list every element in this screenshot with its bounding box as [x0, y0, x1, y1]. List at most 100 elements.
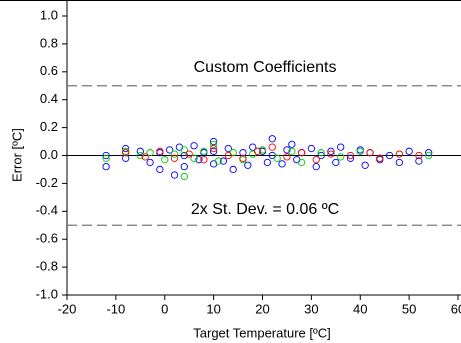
point [195, 156, 203, 164]
point [288, 140, 296, 148]
x-tick-label: -10 [106, 301, 125, 316]
point [122, 149, 130, 157]
point [337, 143, 345, 151]
point [327, 150, 335, 158]
point [136, 147, 144, 155]
point [346, 154, 355, 162]
y-tick-label: -0.2 [36, 175, 58, 190]
point [180, 163, 188, 171]
x-tick-label: 20 [255, 301, 269, 316]
annotation: Custom Coefficients [194, 59, 337, 76]
point [146, 149, 154, 157]
point [224, 151, 232, 160]
point [209, 160, 218, 168]
point [102, 163, 110, 171]
point [283, 146, 291, 154]
point [229, 165, 237, 174]
y-tick-label: 0.8 [40, 35, 58, 50]
point [356, 147, 364, 155]
point [209, 140, 218, 148]
y-tick-label: 0.6 [40, 63, 58, 78]
point [200, 147, 208, 155]
point [165, 146, 174, 154]
x-tick-label: 10 [206, 301, 220, 316]
x-tick-label: -20 [58, 301, 77, 316]
point [415, 151, 423, 160]
point [224, 144, 232, 153]
point [161, 156, 169, 164]
y-tick-label: -0.4 [36, 203, 58, 218]
point [273, 154, 281, 162]
point [278, 160, 286, 168]
y-tick-label: 0.0 [40, 147, 58, 162]
point [209, 144, 218, 153]
y-tick-label: 1.0 [40, 7, 58, 22]
x-tick-label: 60 [451, 301, 461, 316]
point [283, 153, 291, 161]
point [156, 165, 164, 174]
y-tick-label: 0.4 [40, 91, 58, 106]
y-axis-label: Error [ºC] [9, 128, 24, 182]
point [395, 158, 403, 167]
point [337, 153, 345, 161]
point [122, 144, 130, 153]
point [170, 171, 179, 179]
point [263, 158, 272, 167]
point [405, 147, 413, 155]
point [253, 147, 262, 155]
point [249, 150, 257, 158]
point [317, 149, 325, 157]
point [425, 151, 433, 160]
point [190, 154, 198, 162]
point [170, 150, 179, 158]
point [214, 157, 223, 165]
point [268, 135, 276, 143]
point [175, 143, 184, 151]
point [190, 142, 198, 150]
point [258, 146, 267, 154]
point [312, 156, 320, 164]
point [385, 151, 394, 160]
point [185, 150, 193, 158]
point [141, 153, 149, 161]
point [312, 163, 320, 171]
point [297, 158, 306, 167]
point [180, 146, 188, 154]
point [268, 143, 276, 151]
y-tick-label: 0.2 [40, 119, 58, 134]
point [239, 149, 247, 157]
x-tick-label: 30 [304, 301, 318, 316]
point [146, 158, 154, 167]
point [180, 151, 188, 160]
point [361, 161, 369, 169]
point [293, 156, 301, 164]
point [332, 158, 340, 167]
point [307, 144, 316, 153]
y-tick-label: -0.8 [36, 259, 58, 274]
point [219, 157, 228, 165]
point [102, 154, 110, 162]
point [180, 172, 188, 181]
point [229, 149, 237, 157]
point [209, 147, 218, 155]
point [122, 154, 130, 162]
annotation: 2x St. Dev. = 0.06 ºC [191, 201, 339, 218]
point [327, 147, 335, 155]
point [249, 143, 257, 151]
x-tick-label: 0 [161, 301, 168, 316]
point [244, 161, 252, 169]
point [288, 147, 296, 155]
point [136, 151, 144, 160]
point [200, 156, 208, 164]
point [395, 150, 403, 158]
point [156, 147, 164, 155]
point [415, 157, 423, 165]
point [425, 149, 433, 157]
point [317, 151, 325, 160]
point [366, 149, 374, 157]
x-tick-label: 40 [353, 301, 367, 316]
y-tick-label: -1.0 [36, 286, 58, 301]
point [239, 154, 247, 162]
